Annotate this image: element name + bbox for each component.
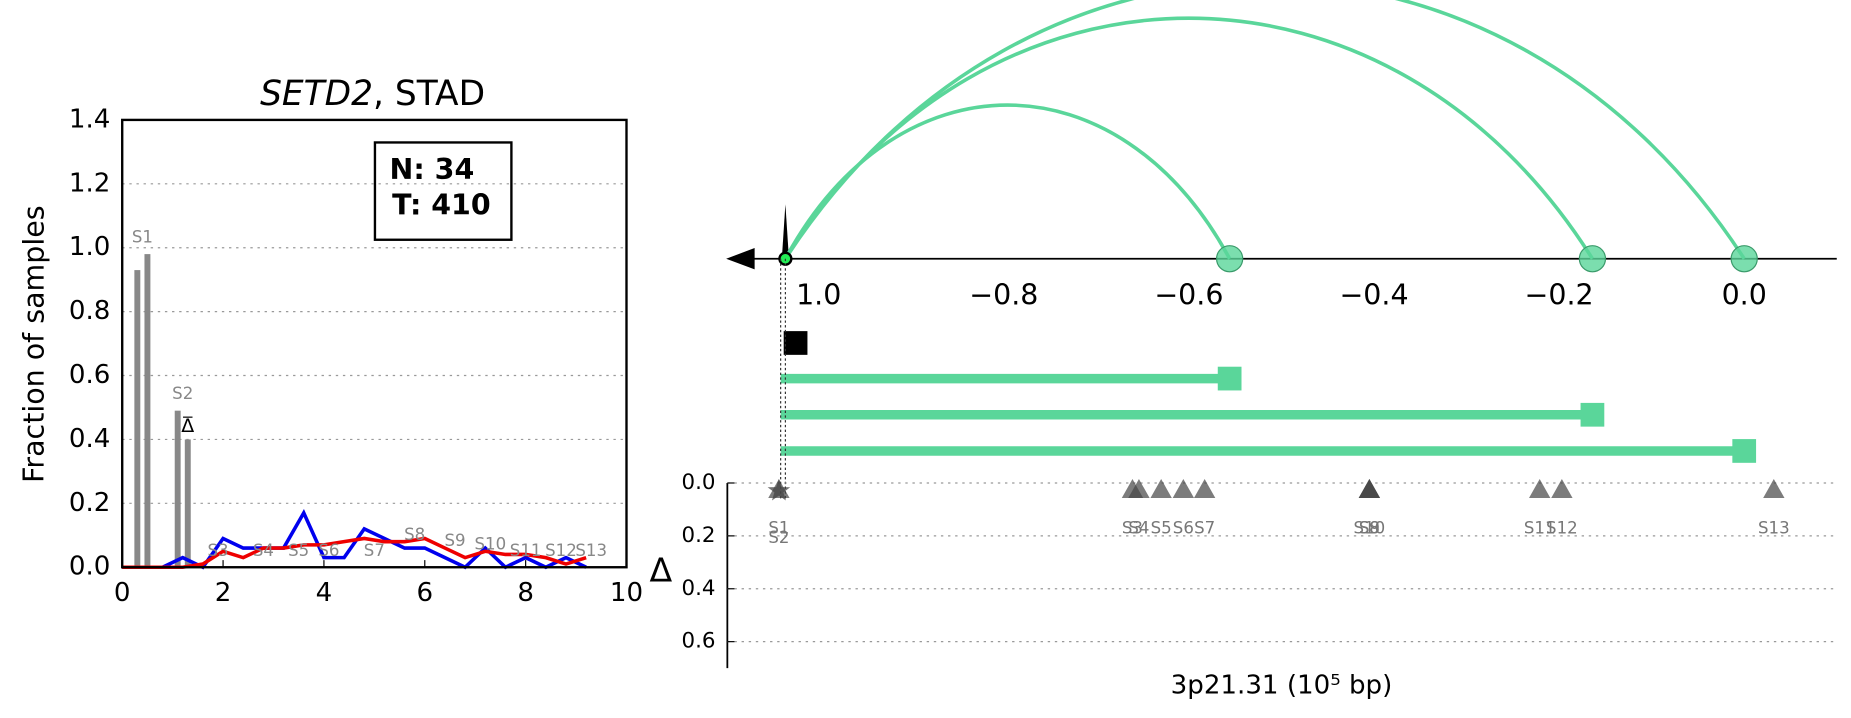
sample-label: S13 bbox=[1758, 518, 1790, 537]
sample-label: S4 bbox=[1128, 518, 1149, 537]
sample-label: S7 bbox=[1194, 518, 1215, 537]
sample-label: S6 bbox=[318, 541, 339, 560]
x-tick-label: −0.2 bbox=[1525, 279, 1594, 312]
y-tick-label: 1.0 bbox=[69, 232, 111, 262]
sample-label: S2 bbox=[768, 528, 789, 547]
anchor-square bbox=[783, 331, 808, 355]
y-tick-label: 0.8 bbox=[69, 296, 111, 326]
sample-triangle bbox=[1172, 479, 1195, 499]
range-end bbox=[1580, 402, 1605, 427]
y-tick-label: 0.0 bbox=[682, 470, 716, 495]
arc bbox=[783, 103, 1232, 260]
sample-label: S11 bbox=[510, 541, 542, 560]
arc bbox=[783, 16, 1594, 260]
origin-spike bbox=[781, 204, 789, 259]
sample-label: S8 bbox=[404, 525, 425, 544]
delta-marker: Δ bbox=[181, 415, 194, 437]
sample-label: S3 bbox=[1122, 518, 1143, 537]
x-tick-label: −0.6 bbox=[1154, 279, 1223, 312]
arc-end bbox=[1730, 245, 1758, 273]
x-tick-label: 0 bbox=[114, 578, 131, 608]
x-tick-label: 4 bbox=[316, 578, 333, 608]
sample-label: S9 bbox=[444, 531, 465, 550]
bar bbox=[134, 270, 141, 568]
y-tick-label: 0.2 bbox=[69, 488, 111, 518]
arc-end bbox=[1578, 245, 1607, 273]
y-tick-label: 0.4 bbox=[69, 424, 111, 454]
sample-triangle bbox=[1763, 479, 1785, 499]
sample-label: S8 bbox=[1359, 518, 1380, 537]
x-tick-label: −0.4 bbox=[1339, 279, 1408, 312]
sample-label: S12 bbox=[1546, 518, 1578, 537]
sample-label: S11 bbox=[1524, 518, 1556, 537]
annotation: N: 34 bbox=[390, 153, 475, 186]
sample-label: S6 bbox=[1173, 518, 1194, 537]
origin-dot bbox=[778, 251, 793, 266]
title-gene: SETD2 bbox=[260, 73, 373, 113]
x-tick-label: 8 bbox=[517, 578, 534, 608]
sample-label: S3 bbox=[207, 541, 228, 560]
y-tick-label: 1.2 bbox=[69, 168, 111, 198]
sample-label: S2 bbox=[172, 384, 193, 403]
sample-triangle bbox=[1193, 479, 1216, 499]
y-tick-label: 0.4 bbox=[682, 576, 716, 601]
range-end bbox=[1217, 366, 1242, 391]
annotation: T: 410 bbox=[392, 189, 491, 222]
sample-label: S4 bbox=[253, 541, 274, 560]
x-tick-label: 2 bbox=[215, 578, 232, 608]
arc bbox=[783, 0, 1746, 260]
sample-triangle bbox=[1358, 479, 1381, 499]
y-tick-label: 0.6 bbox=[69, 360, 111, 390]
sample-label: S1 bbox=[768, 518, 789, 537]
chart-title: SETD2, STAD bbox=[260, 73, 485, 113]
arc-end bbox=[1215, 245, 1244, 273]
sample-triangle bbox=[1150, 479, 1172, 499]
sample-label: S5 bbox=[288, 541, 309, 560]
line-series bbox=[122, 536, 587, 570]
y-tick-label: 0.0 bbox=[69, 552, 111, 582]
title-rest: , STAD bbox=[373, 73, 485, 113]
x-tick-label: 10 bbox=[610, 578, 643, 608]
sample-label: S12 bbox=[545, 541, 577, 560]
sample-label: S10 bbox=[1354, 518, 1386, 537]
sample-triangle bbox=[1551, 479, 1573, 499]
y-axis-label: Δ bbox=[650, 550, 673, 589]
y-tick-label: 0.2 bbox=[682, 523, 716, 548]
x-tick-label: 6 bbox=[416, 578, 433, 608]
sample-label: S5 bbox=[1151, 518, 1172, 537]
sample-label: S1 bbox=[132, 228, 153, 247]
bar bbox=[144, 254, 151, 568]
plot-frame bbox=[121, 118, 628, 569]
sample-label: S9 bbox=[1359, 518, 1380, 537]
x-tick-label: −0.8 bbox=[969, 279, 1038, 312]
x-tick-label: 0.0 bbox=[1722, 279, 1767, 312]
sample-label: S7 bbox=[364, 541, 385, 560]
range-end bbox=[1732, 439, 1757, 463]
axis-arrow bbox=[726, 248, 755, 270]
annotation-box bbox=[373, 141, 513, 241]
bar bbox=[174, 410, 181, 568]
sample-star bbox=[767, 479, 791, 501]
y-axis-label: Fraction of samples bbox=[18, 205, 51, 483]
bar bbox=[184, 439, 191, 568]
x-axis-label: 3p21.31 (10⁵ bp) bbox=[1171, 670, 1393, 700]
sample-triangle bbox=[1128, 479, 1150, 499]
y-tick-label: 0.6 bbox=[682, 629, 716, 654]
y-tick-label: 1.4 bbox=[69, 104, 111, 134]
sample-label: S10 bbox=[474, 534, 506, 553]
x-tick-label: 1.0 bbox=[796, 279, 841, 312]
sample-label: S13 bbox=[575, 541, 607, 560]
sample-triangle bbox=[1528, 479, 1551, 499]
